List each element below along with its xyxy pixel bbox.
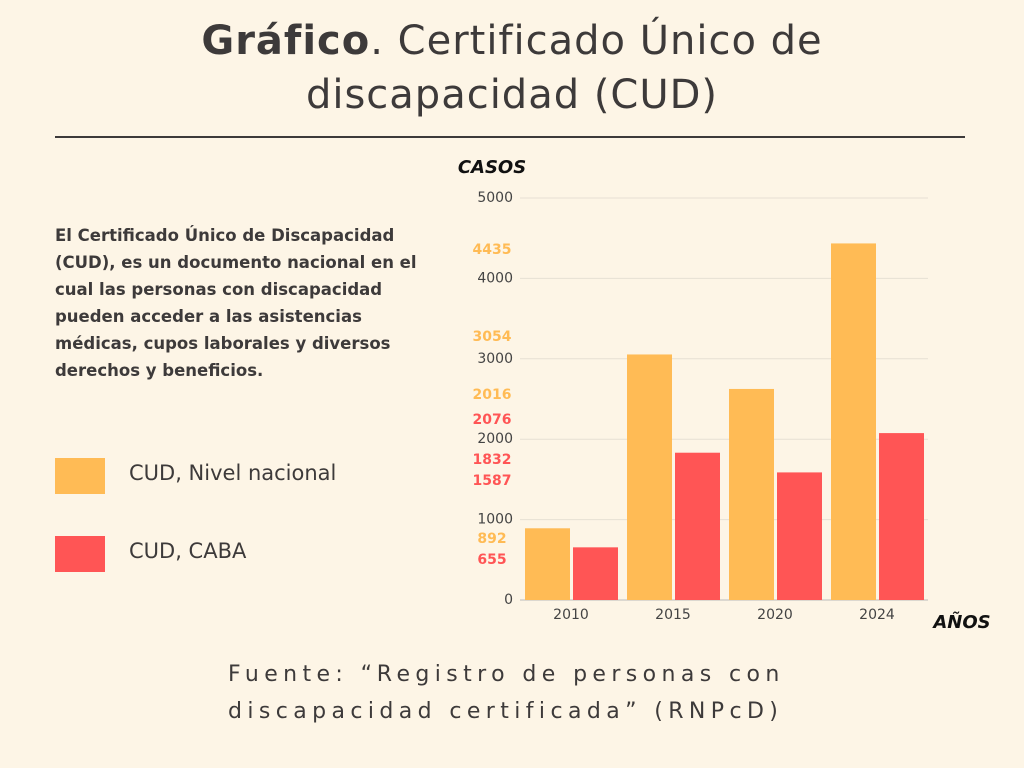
legend-swatch xyxy=(55,458,105,494)
bar xyxy=(627,354,672,600)
annotation: 2016 xyxy=(473,387,512,403)
bar xyxy=(729,388,774,600)
source-line: discapacidad certificada” (RNPcD) xyxy=(228,699,784,724)
bar xyxy=(879,433,924,600)
title-bold: Gráfico xyxy=(201,18,371,64)
annotation: 4435 xyxy=(473,242,512,258)
x-tick-label: 2024 xyxy=(859,607,895,623)
y-tick-label: 3000 xyxy=(477,351,513,367)
y-tick-label: 5000 xyxy=(477,190,513,206)
y-tick-label: 0 xyxy=(504,592,513,608)
title: Gráfico. Certificado Único de discapacida… xyxy=(0,14,1024,122)
x-tick-label: 2015 xyxy=(655,607,691,623)
x-tick-label: 2020 xyxy=(757,607,793,623)
annotation: 1587 xyxy=(473,473,512,489)
annotation: 1832 xyxy=(473,452,512,468)
annotation: 3054 xyxy=(473,329,512,345)
y-tick-label: 2000 xyxy=(477,431,513,447)
y-axis-label: CASOS xyxy=(458,157,526,178)
legend-label: CUD, CABA xyxy=(129,539,247,563)
annotation: 655 xyxy=(477,552,506,568)
x-tick-label: 2010 xyxy=(553,607,589,623)
bar xyxy=(831,243,876,600)
bar xyxy=(675,452,720,600)
x-axis-label: AÑOS xyxy=(931,610,990,633)
title-line2: discapacidad (CUD) xyxy=(305,72,719,118)
annotation: 892 xyxy=(477,531,506,547)
annotation: 2076 xyxy=(473,412,512,428)
bar xyxy=(777,472,822,600)
legend-swatch xyxy=(55,536,105,572)
bar xyxy=(525,528,570,600)
title-line1: . Certificado Único de xyxy=(370,18,823,64)
divider xyxy=(55,136,965,138)
description: El Certificado Único de Discapacidad (CU… xyxy=(55,226,417,380)
source-line: Fuente: “Registro de personas con xyxy=(228,662,785,687)
y-tick-label: 4000 xyxy=(477,270,513,286)
y-tick-label: 1000 xyxy=(477,512,513,528)
bar xyxy=(573,547,618,600)
legend-label: CUD, Nivel nacional xyxy=(129,461,337,485)
